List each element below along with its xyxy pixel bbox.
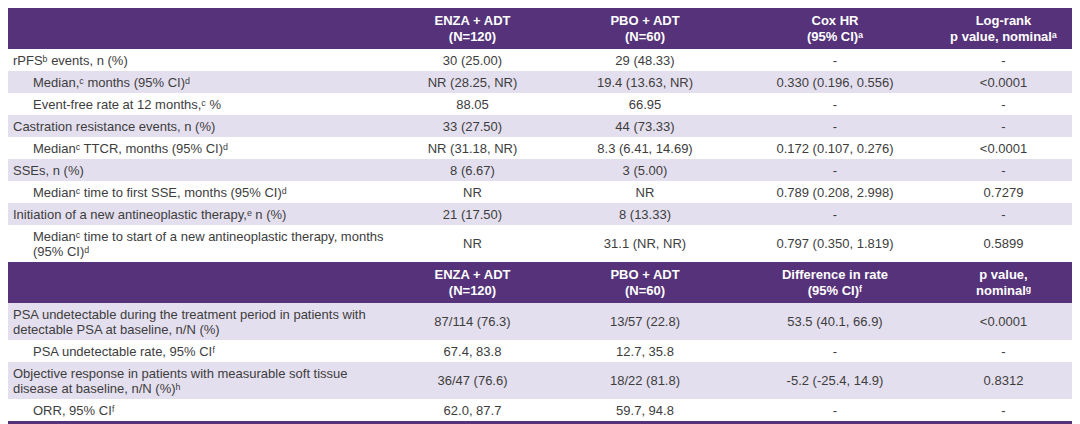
table-row: Castration resistance events, n (%) 33 (… [8,115,1072,137]
cell-enza-adt-value: 67.4, 83.8 [390,340,555,362]
table-row: PSA undetectable rate, 95% CIᶠ 67.4, 83.… [8,340,1072,362]
cell-enza-adt-value: NR (31.18, NR) [390,137,555,159]
cell-pbo-adt-value: 44 (73.33) [555,115,735,137]
cell-enza-adt-value: 21 (17.50) [390,203,555,225]
table-row: Medianᶜ time to first SSE, months (95% C… [8,181,1072,203]
row-label: Castration resistance events, n (%) [8,115,390,137]
cell-enza-adt-value: 33 (27.50) [390,115,555,137]
row-label: PSA undetectable during the treatment pe… [8,303,390,340]
header-spacer [8,262,390,303]
cell-pbo-adt-value: 18/22 (81.8) [555,362,735,399]
row-label: Medianᶜ time to start of a new antineopl… [8,225,390,262]
cell-enza-adt-value: 88.05 [390,93,555,115]
row-label: Initiation of a new antineoplastic thera… [8,203,390,225]
cell-pbo-adt-value: 3 (5.00) [555,159,735,181]
cell-pvalue-value: - [935,49,1072,71]
row-label: Event-free rate at 12 months,ᶜ % [8,93,390,115]
cell-pbo-adt-value: 13/57 (22.8) [555,303,735,340]
col-header-difference-in-rate: Difference in rate (95% CI)ᶠ [735,262,935,303]
cell-pvalue-value: - [935,159,1072,181]
cell-pbo-adt-value: 8.3 (6.41, 14.69) [555,137,735,159]
cell-pbo-adt-value: 31.1 (NR, NR) [555,225,735,262]
cell-effect-estimate-value: 53.5 (40.1, 66.9) [735,303,935,340]
table-row: Objective response in patients with meas… [8,362,1072,399]
cell-pvalue-value: - [935,93,1072,115]
table-row: Medianᶜ time to start of a new antineopl… [8,225,1072,262]
cell-pbo-adt-value: NR [555,181,735,203]
cell-effect-estimate-value: 0.789 (0.208, 2.998) [735,181,935,203]
cell-pvalue-value: - [935,115,1072,137]
table-row: Event-free rate at 12 months,ᶜ % 88.05 6… [8,93,1072,115]
table-row: rPFSᵇ events, n (%) 30 (25.00) 29 (48.33… [8,49,1072,71]
cell-pbo-adt-value: 66.95 [555,93,735,115]
cell-pvalue-value: - [935,340,1072,362]
section2-body: PSA undetectable during the treatment pe… [8,303,1072,421]
col-header-pbo-adt: PBO + ADT (N=60) [555,262,735,303]
section1-header-row: ENZA + ADT (N=120) PBO + ADT (N=60) Cox … [8,8,1072,49]
cell-enza-adt-value: NR [390,181,555,203]
table-row: PSA undetectable during the treatment pe… [8,303,1072,340]
row-label: Median,ᶜ months (95% CI)ᵈ [8,71,390,93]
efficacy-results-table: ENZA + ADT (N=120) PBO + ADT (N=60) Cox … [8,8,1072,424]
row-label: ORR, 95% CIᶠ [8,399,390,421]
cell-enza-adt-value: 36/47 (76.6) [390,362,555,399]
table-row: SSEs, n (%) 8 (6.67) 3 (5.00) - - [8,159,1072,181]
row-label: SSEs, n (%) [8,159,390,181]
table-row: ORR, 95% CIᶠ 62.0, 87.7 59.7, 94.8 - - [8,399,1072,421]
cell-effect-estimate-value: - [735,115,935,137]
cell-effect-estimate-value: - [735,49,935,71]
cell-effect-estimate-value: 0.797 (0.350, 1.819) [735,225,935,262]
cell-effect-estimate-value: - [735,159,935,181]
section2-header-row: ENZA + ADT (N=120) PBO + ADT (N=60) Diff… [8,262,1072,303]
col-header-pbo-adt: PBO + ADT (N=60) [555,8,735,49]
cell-pbo-adt-value: 8 (13.33) [555,203,735,225]
cell-enza-adt-value: NR (28.25, NR) [390,71,555,93]
col-header-enza-adt: ENZA + ADT (N=120) [390,262,555,303]
cell-pvalue-value: <0.0001 [935,71,1072,93]
cell-pvalue-value: <0.0001 [935,137,1072,159]
cell-effect-estimate-value: 0.172 (0.107, 0.276) [735,137,935,159]
cell-pbo-adt-value: 29 (48.33) [555,49,735,71]
cell-enza-adt-value: 8 (6.67) [390,159,555,181]
cell-effect-estimate-value: - [735,93,935,115]
table-row: Median,ᶜ months (95% CI)ᵈ NR (28.25, NR)… [8,71,1072,93]
cell-pvalue-value: <0.0001 [935,303,1072,340]
col-header-pvalue-nominal: p value, nominalᵍ [935,262,1072,303]
cell-enza-adt-value: 62.0, 87.7 [390,399,555,421]
cell-pvalue-value: - [935,399,1072,421]
cell-pvalue-value: - [935,203,1072,225]
cell-enza-adt-value: NR [390,225,555,262]
cell-effect-estimate-value: - [735,340,935,362]
cell-effect-estimate-value: - [735,399,935,421]
cell-pvalue-value: 0.8312 [935,362,1072,399]
cell-enza-adt-value: 30 (25.00) [390,49,555,71]
cell-pvalue-value: 0.7279 [935,181,1072,203]
cell-effect-estimate-value: -5.2 (-25.4, 14.9) [735,362,935,399]
cell-enza-adt-value: 87/114 (76.3) [390,303,555,340]
row-label: Objective response in patients with meas… [8,362,390,399]
row-label: Medianᶜ time to first SSE, months (95% C… [8,181,390,203]
col-header-logrank-pvalue: Log-rank p value, nominalᵃ [935,8,1072,49]
table-row: Initiation of a new antineoplastic thera… [8,203,1072,225]
header-spacer [8,8,390,49]
cell-effect-estimate-value: - [735,203,935,225]
table-row: Medianᶜ TTCR, months (95% CI)ᵈ NR (31.18… [8,137,1072,159]
row-label: rPFSᵇ events, n (%) [8,49,390,71]
cell-pbo-adt-value: 12.7, 35.8 [555,340,735,362]
cell-pbo-adt-value: 59.7, 94.8 [555,399,735,421]
col-header-cox-hr: Cox HR (95% CI)ᵃ [735,8,935,49]
cell-pvalue-value: 0.5899 [935,225,1072,262]
section1-body: rPFSᵇ events, n (%) 30 (25.00) 29 (48.33… [8,49,1072,262]
cell-effect-estimate-value: 0.330 (0.196, 0.556) [735,71,935,93]
col-header-enza-adt: ENZA + ADT (N=120) [390,8,555,49]
cell-pbo-adt-value: 19.4 (13.63, NR) [555,71,735,93]
row-label: PSA undetectable rate, 95% CIᶠ [8,340,390,362]
row-label: Medianᶜ TTCR, months (95% CI)ᵈ [8,137,390,159]
